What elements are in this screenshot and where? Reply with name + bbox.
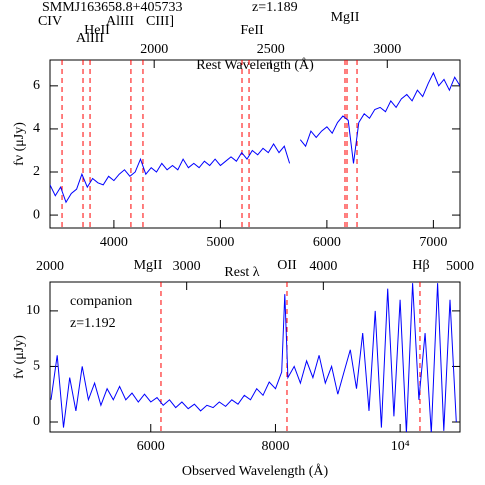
line-label: AlIII bbox=[106, 14, 134, 29]
y-tick-label: 0 bbox=[33, 207, 40, 222]
x-tick-label: 7000 bbox=[419, 235, 447, 250]
line-label: OII bbox=[277, 258, 297, 273]
annotation: z=1.192 bbox=[70, 316, 116, 331]
spectrum bbox=[50, 71, 460, 204]
x-tick-label: 4000 bbox=[100, 235, 128, 250]
x-tick-label: 6000 bbox=[137, 439, 165, 454]
annotation: companion bbox=[70, 294, 132, 309]
x-tick-label: 6000 bbox=[313, 235, 341, 250]
line-label: MgII bbox=[134, 258, 163, 273]
x2-tick-label: 4000 bbox=[309, 259, 337, 274]
x2-axis-label: Rest Wavelength (Å) bbox=[196, 57, 314, 73]
chart-subtitle: z=1.189 bbox=[252, 0, 298, 15]
y-tick-label: 2 bbox=[33, 164, 40, 179]
line-label: CIV bbox=[38, 14, 62, 29]
x2-axis-label: Rest λ bbox=[224, 265, 259, 280]
plot-frame bbox=[49, 281, 461, 433]
line-label: HeII bbox=[84, 23, 110, 38]
x-tick-label: 5000 bbox=[206, 235, 234, 250]
line-label: CIII] bbox=[146, 14, 174, 29]
line-label: FeII bbox=[240, 23, 264, 38]
line-label: MgII bbox=[331, 10, 360, 25]
line-label: Hβ bbox=[412, 258, 429, 273]
y-tick-label: 10 bbox=[26, 303, 40, 318]
y-tick-label: 5 bbox=[33, 359, 40, 374]
spectrum bbox=[50, 283, 457, 432]
chart-title: SMMJ163658.8+405733 bbox=[42, 0, 183, 15]
y-axis-label: fν (μJy) bbox=[12, 335, 27, 379]
y-tick-label: 4 bbox=[33, 121, 40, 136]
x2-tick-label: 5000 bbox=[446, 259, 474, 274]
x2-tick-label: 2000 bbox=[36, 259, 64, 274]
y-axis-label: fν (μJy) bbox=[12, 122, 27, 166]
x-axis-label: Observed Wavelength (Å) bbox=[182, 463, 329, 479]
plot-frame bbox=[49, 59, 461, 229]
y-tick-label: 0 bbox=[33, 414, 40, 429]
x2-tick-label: 3000 bbox=[373, 42, 401, 57]
line-label: AlIII bbox=[76, 31, 104, 46]
y-tick-label: 6 bbox=[33, 78, 40, 93]
x-tick-label: 10⁴ bbox=[391, 439, 410, 454]
x2-tick-label: 2500 bbox=[257, 42, 285, 57]
x-tick-label: 8000 bbox=[261, 439, 289, 454]
x2-tick-label: 3000 bbox=[173, 259, 201, 274]
x2-tick-label: 2000 bbox=[140, 42, 168, 57]
